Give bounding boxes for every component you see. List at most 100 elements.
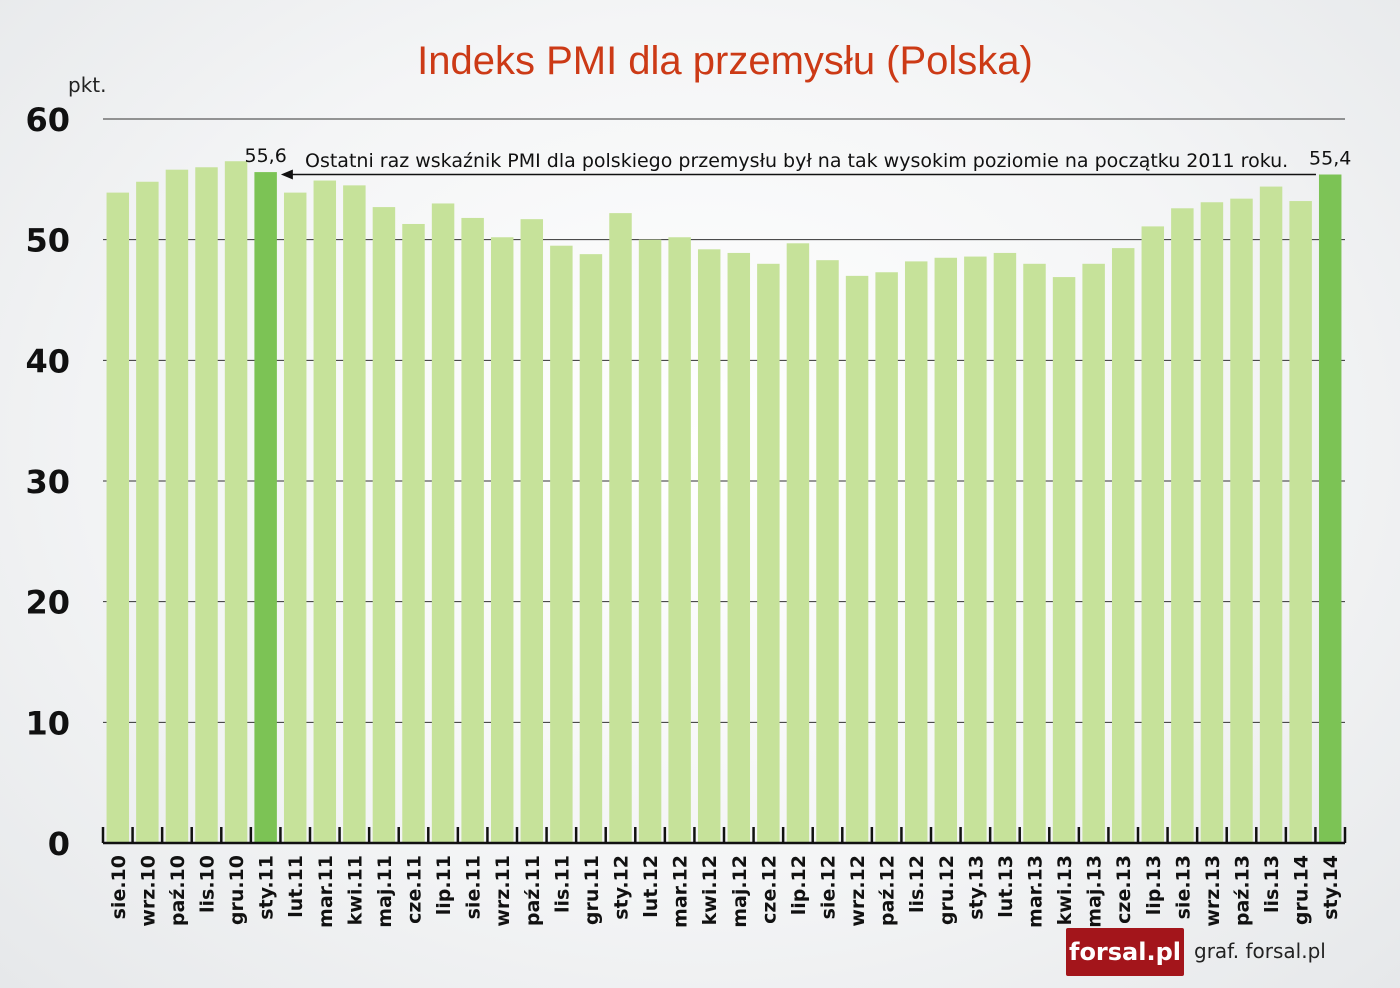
x-tick-label: mar.11 bbox=[315, 855, 337, 928]
data-labels: 55,6 55,4 bbox=[244, 145, 1351, 169]
annotation-arrowhead bbox=[280, 169, 293, 180]
x-tick-label: wrz.11 bbox=[492, 855, 514, 927]
x-tick-label: lis.13 bbox=[1261, 855, 1283, 913]
x-tick-label: maj.11 bbox=[374, 855, 396, 928]
x-tick-label: sty.11 bbox=[256, 855, 278, 920]
x-tick-label: lut.12 bbox=[640, 855, 662, 918]
x-tick-label: gru.10 bbox=[226, 855, 248, 925]
bar-cze.13 bbox=[1111, 248, 1135, 843]
bar-wrz.11 bbox=[490, 237, 514, 844]
x-tick-label: maj.13 bbox=[1084, 855, 1106, 928]
x-tick-label: sty.12 bbox=[611, 855, 633, 920]
x-tick-label: gru.14 bbox=[1291, 855, 1313, 925]
x-tick-label: paź.10 bbox=[167, 855, 189, 926]
logo-text: forsal.pl bbox=[1069, 938, 1181, 966]
bar-sie.10 bbox=[106, 192, 130, 843]
x-tick-label: lut.13 bbox=[995, 855, 1017, 918]
x-tick-label: mar.13 bbox=[1025, 855, 1047, 928]
x-tick-label: sie.13 bbox=[1172, 855, 1194, 919]
bar-paź.13 bbox=[1230, 198, 1253, 843]
bar-paź.11 bbox=[520, 219, 544, 844]
x-tick-label: cze.13 bbox=[1113, 855, 1135, 924]
graphic-credit: graf. forsal.pl bbox=[1194, 939, 1326, 963]
bar-lut.11 bbox=[283, 192, 307, 843]
x-tick-label: sty.14 bbox=[1320, 855, 1342, 920]
data-label: 55,4 bbox=[1309, 148, 1351, 170]
bars bbox=[106, 161, 1342, 844]
forsal-logo: forsal.pl bbox=[1066, 928, 1184, 976]
y-tick-label: 60 bbox=[25, 101, 70, 139]
y-tick-label: 40 bbox=[25, 342, 70, 380]
x-tick-label: lip.11 bbox=[433, 855, 455, 915]
bar-sty.14 bbox=[1318, 174, 1342, 844]
bar-gru.11 bbox=[579, 254, 603, 843]
bar-mar.11 bbox=[313, 180, 337, 844]
bar-mar.12 bbox=[668, 237, 691, 844]
bar-lut.13 bbox=[993, 252, 1017, 843]
x-tick-label: kwi.13 bbox=[1054, 855, 1076, 925]
x-tick-label: cze.11 bbox=[404, 855, 426, 924]
bar-wrz.13 bbox=[1200, 202, 1224, 843]
x-tick-label: sie.10 bbox=[108, 855, 130, 919]
x-tick-label: sty.13 bbox=[965, 855, 987, 920]
x-tick-label: cze.12 bbox=[758, 855, 780, 924]
x-axis bbox=[101, 827, 1347, 845]
gridlines bbox=[103, 118, 1345, 723]
bar-wrz.12 bbox=[845, 275, 869, 843]
bar-sty.12 bbox=[609, 213, 632, 843]
annotation: Ostatni raz wskaźnik PMI dla polskiego p… bbox=[280, 150, 1316, 180]
bar-sty.11 bbox=[254, 172, 277, 844]
annotation-text: Ostatni raz wskaźnik PMI dla polskiego p… bbox=[305, 150, 1288, 172]
x-tick-label: paź.13 bbox=[1232, 855, 1254, 926]
bar-gru.12 bbox=[934, 257, 958, 843]
bar-maj.12 bbox=[727, 252, 751, 843]
bar-kwi.11 bbox=[343, 185, 366, 843]
bar-kwi.12 bbox=[697, 249, 721, 843]
bar-sie.13 bbox=[1171, 208, 1194, 843]
x-tick-label: kwi.12 bbox=[699, 855, 721, 925]
bar-lis.12 bbox=[904, 261, 928, 843]
data-label: 55,6 bbox=[244, 145, 286, 167]
bar-lut.12 bbox=[638, 239, 662, 843]
x-tick-label: mar.12 bbox=[670, 855, 692, 928]
bar-gru.10 bbox=[224, 161, 248, 843]
bar-lis.11 bbox=[550, 245, 573, 843]
bar-paź.12 bbox=[875, 272, 898, 843]
bar-paź.10 bbox=[165, 169, 189, 843]
x-axis-tick-labels: sie.10 wrz.10 paź.10 lis.10 gru.10 sty.11 lut.… bbox=[108, 855, 1342, 928]
bar-lip.11 bbox=[431, 203, 455, 843]
x-tick-label: paź.11 bbox=[522, 855, 544, 926]
chart-title: Indeks PMI dla przemysłu (Polska) bbox=[417, 39, 1033, 83]
y-tick-label: 20 bbox=[25, 584, 70, 622]
bar-lis.10 bbox=[195, 167, 218, 843]
x-tick-label: lis.12 bbox=[906, 855, 928, 913]
bar-wrz.10 bbox=[136, 181, 159, 843]
x-tick-label: gru.12 bbox=[936, 855, 958, 925]
x-tick-label: kwi.11 bbox=[344, 855, 366, 925]
x-tick-label: lip.12 bbox=[788, 855, 810, 915]
bar-mar.13 bbox=[1023, 263, 1046, 843]
x-tick-label: maj.12 bbox=[729, 855, 751, 928]
bar-cze.11 bbox=[402, 223, 425, 844]
x-tick-label: lip.13 bbox=[1143, 855, 1165, 915]
bar-gru.14 bbox=[1289, 201, 1312, 843]
bar-lip.12 bbox=[786, 243, 810, 843]
x-tick-label: wrz.12 bbox=[847, 855, 869, 927]
x-tick-label: sie.12 bbox=[818, 855, 840, 919]
y-axis-unit-label: pkt. bbox=[68, 73, 106, 97]
y-tick-label: 0 bbox=[48, 825, 70, 863]
x-tick-label: lis.10 bbox=[197, 855, 219, 913]
x-tick-label: lut.11 bbox=[285, 855, 307, 918]
x-tick-label: paź.12 bbox=[877, 855, 899, 926]
x-tick-label: lis.11 bbox=[551, 855, 573, 913]
y-tick-label: 10 bbox=[25, 704, 70, 742]
bar-lip.13 bbox=[1141, 226, 1165, 844]
bar-maj.13 bbox=[1082, 263, 1105, 843]
x-tick-label: gru.11 bbox=[581, 855, 603, 925]
x-tick-label: wrz.13 bbox=[1202, 855, 1224, 927]
logo-background bbox=[1066, 928, 1184, 976]
x-tick-label: wrz.10 bbox=[137, 855, 159, 927]
bar-sie.12 bbox=[816, 260, 839, 843]
y-tick-label: 30 bbox=[25, 463, 70, 501]
